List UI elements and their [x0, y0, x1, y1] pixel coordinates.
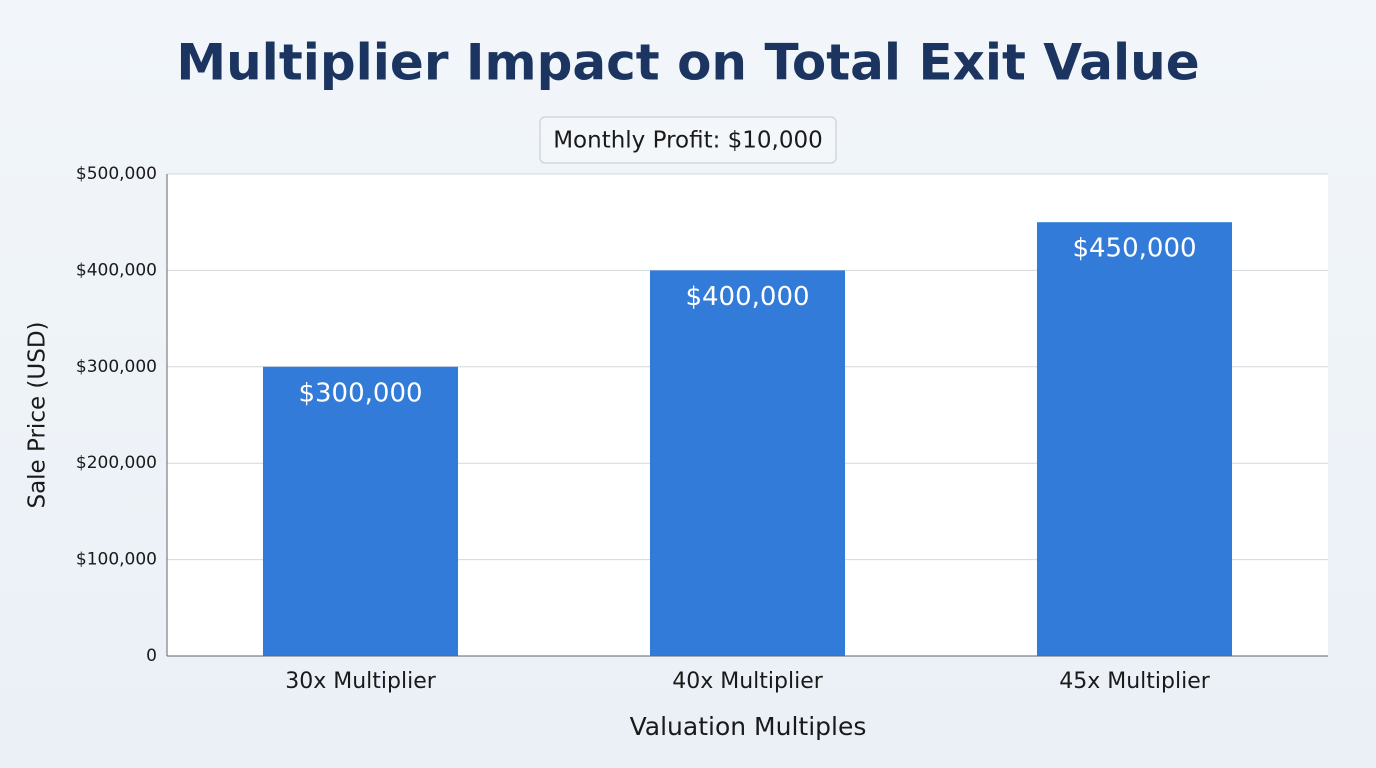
x-axis-label: Valuation Multiples: [630, 712, 867, 741]
y-tick-label: $500,000: [76, 164, 157, 184]
annotation-box: [539, 116, 837, 164]
y-tick-label: $400,000: [76, 260, 157, 280]
bar: [649, 270, 846, 656]
x-tick-label: 45x Multiplier: [1059, 669, 1211, 694]
bar: [1036, 222, 1233, 656]
x-tick-label: 40x Multiplier: [672, 669, 824, 694]
bar: [262, 366, 459, 656]
value-label: $300,000: [298, 378, 422, 408]
y-tick-label: $200,000: [76, 453, 157, 473]
x-tick-label: 30x Multiplier: [285, 669, 437, 694]
value-label: $450,000: [1072, 234, 1196, 264]
chart-title: Multiplier Impact on Total Exit Value: [176, 34, 1199, 92]
annotation: Monthly Profit: $10,000: [553, 128, 823, 154]
y-tick-label: 0: [146, 646, 157, 666]
y-tick-label: $100,000: [76, 550, 157, 570]
value-label: $400,000: [685, 282, 809, 312]
y-tick-label: $300,000: [76, 357, 157, 377]
y-axis-label: Sale Price (USD): [25, 321, 51, 508]
